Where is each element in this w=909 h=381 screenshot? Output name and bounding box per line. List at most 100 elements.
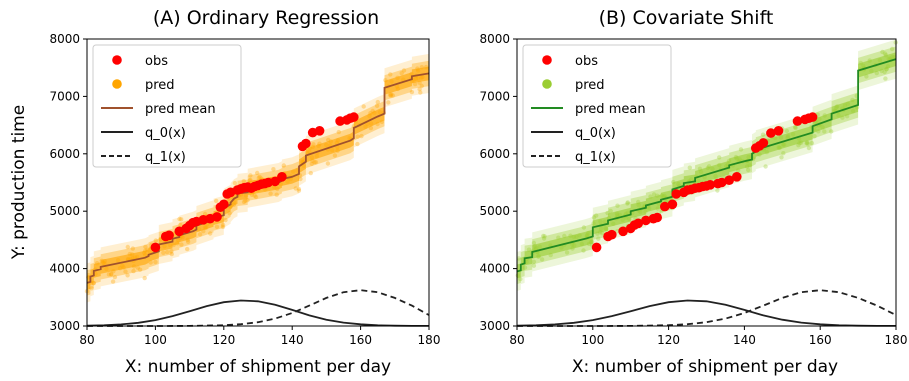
- panel-b-pred-point: [883, 53, 889, 58]
- panel-a-pred-point: [308, 170, 313, 176]
- panel-b-pred-point: [539, 257, 545, 262]
- panel-b-pred-point: [591, 221, 596, 226]
- panel-a-pred-point: [110, 279, 116, 284]
- panel-b-pred-point: [531, 259, 537, 264]
- panel-b-pred-point: [845, 101, 850, 107]
- panel-a-pred-point: [161, 250, 166, 255]
- panel-a-pred-point: [123, 269, 128, 274]
- panel-b-pred-point: [778, 135, 784, 140]
- panel-a-pred-point: [142, 250, 147, 255]
- panel-b-obs-point: [732, 172, 742, 182]
- panel-b-pred-point: [617, 212, 623, 218]
- panel-b-pred-point: [620, 217, 625, 222]
- panel-b-x-tick-label: 180: [885, 333, 908, 347]
- panel-b-pred-point: [614, 211, 620, 216]
- panel-b-pred-point: [790, 132, 796, 137]
- panel-a-pred-point: [399, 71, 404, 76]
- panel-a-pred-point: [296, 188, 302, 193]
- panel-a-pred-point: [336, 129, 341, 135]
- panel-a-pred-point: [409, 89, 415, 95]
- panel-b-pred-point: [559, 245, 564, 250]
- panel-b-pred-point: [879, 68, 884, 74]
- panel-b-pred-point: [661, 194, 666, 199]
- panel-a-q0-line: [86, 299, 429, 327]
- panel-a-obs-point: [164, 230, 174, 241]
- panel-b-pred-band-layer-0: [517, 39, 896, 291]
- panel-a-x-tick-label: 120: [212, 333, 235, 347]
- panel-b-pred-point: [836, 113, 841, 118]
- panel-b-pred-point: [568, 233, 573, 238]
- panel-a-pred-point: [112, 274, 118, 280]
- panel-b-pred-point: [548, 252, 553, 258]
- panel-a-pred-point: [252, 193, 257, 198]
- panel-b-pred-point: [541, 236, 547, 241]
- panel-b-pred-point: [884, 67, 889, 72]
- panel-b-pred-point: [603, 226, 608, 231]
- panel-b-pred-point: [737, 157, 742, 162]
- panel-a-pred-point: [99, 258, 105, 263]
- panel-a-pred-point: [108, 272, 114, 277]
- panel-b-pred-point: [746, 167, 751, 173]
- panel-a-pred-point: [185, 237, 190, 242]
- panel-a-pred-point: [395, 86, 401, 92]
- panel-a-pred-point: [202, 225, 208, 230]
- panel-a-pred-point: [418, 90, 423, 95]
- panel-a-pred-point: [245, 198, 250, 203]
- panel-a-pred-point: [162, 244, 167, 249]
- panel-a-pred-point: [257, 174, 262, 180]
- panel-b-pred-point: [532, 244, 537, 249]
- panel-a-pred-point: [142, 275, 147, 281]
- panel-b-pred-point: [556, 235, 561, 240]
- panel-b-title: (B) Covariate Shift: [599, 7, 774, 29]
- panel-a-pred-point: [417, 87, 422, 92]
- panel-a-pred-point: [417, 80, 422, 86]
- panel-a-pred-point: [130, 246, 135, 251]
- panel-a-legend-label: obs: [145, 54, 168, 69]
- panel-b-pred-point: [572, 243, 577, 248]
- panel-a-pred-point: [125, 244, 130, 250]
- panel-a-pred-point: [248, 173, 253, 178]
- panel-b-pred-point: [861, 63, 866, 68]
- panel-b-obs-point: [758, 138, 769, 148]
- panel-b-pred-point: [764, 149, 770, 155]
- panel-a-pred-point: [220, 222, 226, 228]
- panel-b-pred-point: [779, 155, 784, 160]
- panel-b-obs-point: [724, 175, 734, 185]
- panel-a-pred-point: [180, 235, 185, 240]
- panel-a-y-ticks: 3000 4000 5000 6000 7000 8000: [49, 32, 87, 333]
- panel-b-pred-point: [597, 230, 603, 235]
- panel-b-x-axis-label: X: number of shipment per day: [572, 357, 838, 377]
- panel-b-pred-point: [805, 140, 810, 145]
- panel-b-x-tick-label: 140: [733, 333, 756, 347]
- panel-b-pred-point: [627, 216, 632, 222]
- panel-b-pred-point: [579, 241, 584, 247]
- panel-b-pred-point: [659, 193, 664, 198]
- panel-a-pred-point: [335, 148, 340, 153]
- panel-a-pred-point: [368, 121, 374, 126]
- panel-b-pred-point: [713, 173, 718, 179]
- panel-a-pred-point: [383, 78, 388, 83]
- panel-b-pred-point: [600, 231, 605, 236]
- panel-a-pred-point: [379, 119, 385, 125]
- panel-a-pred-point: [309, 155, 315, 160]
- panel-a-obs-point: [150, 242, 161, 253]
- panel-a-pred-point: [176, 237, 181, 243]
- panel-b-pred-point: [536, 254, 541, 259]
- panel-b-pred-point: [615, 203, 620, 208]
- panel-b-pred-point: [850, 97, 855, 103]
- panel-a-pred-point: [179, 217, 184, 222]
- panel-a-pred-point: [125, 273, 130, 278]
- panel-a-pred-point: [368, 125, 374, 131]
- panel-b-pred-point: [605, 210, 610, 216]
- panel-b-pred-point: [726, 158, 732, 164]
- panel-a-pred-point: [271, 167, 276, 172]
- panel-a-frame: [86, 38, 430, 327]
- panel-b-y-tick-label: 7000: [479, 89, 510, 103]
- panel-a-pred-point: [387, 92, 393, 97]
- panel-b-y-ticks: 3000 4000 5000 6000 7000 8000: [479, 32, 517, 333]
- panel-b-pred-point: [869, 68, 874, 74]
- panel-b-pred-point: [797, 140, 802, 146]
- panel-a-pred-point: [372, 110, 377, 115]
- panel-b-pred-point: [757, 152, 762, 157]
- panel-b-pred-point: [804, 141, 809, 146]
